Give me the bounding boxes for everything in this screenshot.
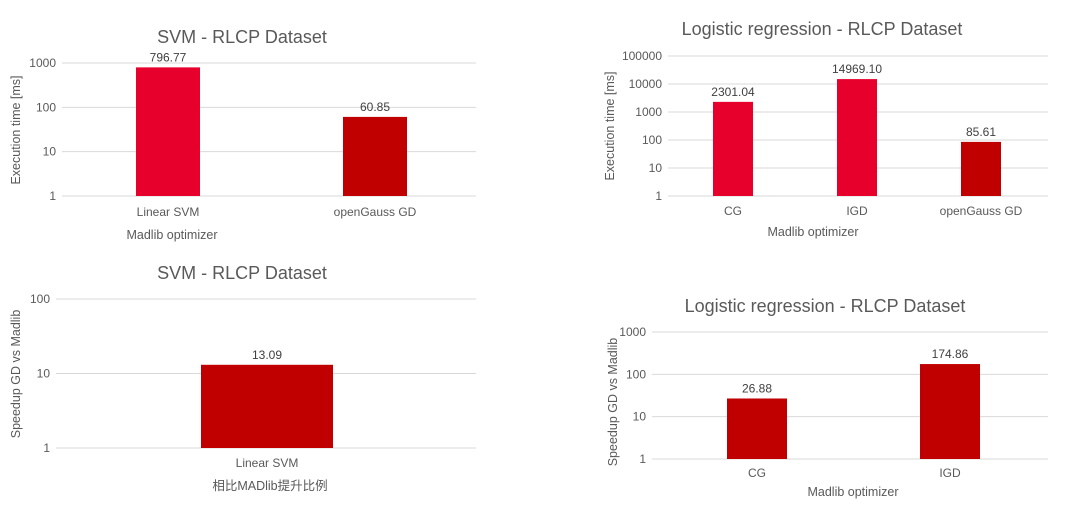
bar xyxy=(201,364,333,448)
bar xyxy=(136,67,200,196)
x-tick-label: CG xyxy=(748,466,766,480)
y-tick-label: 10000 xyxy=(629,77,663,91)
chart-title: SVM - RLCP Dataset xyxy=(157,27,327,47)
y-tick-label: 1 xyxy=(49,189,56,203)
bar xyxy=(713,101,753,196)
y-tick-label: 100000 xyxy=(622,49,662,63)
chart-title: Logistic regression - RLCP Dataset xyxy=(682,19,963,39)
y-tick-label: 100 xyxy=(626,367,646,381)
x-axis-label: 相比MADlib提升比例 xyxy=(212,478,327,493)
y-axis-label: Speedup GD vs Madlib xyxy=(606,338,620,467)
bar xyxy=(727,398,787,459)
bar xyxy=(920,364,980,459)
x-tick-label: openGauss GD xyxy=(940,204,1023,218)
y-tick-label: 1000 xyxy=(635,105,662,119)
y-tick-label: 1 xyxy=(655,189,662,203)
chart-2: Logistic regression - RLCP Dataset 1 10 100… xyxy=(603,19,1048,239)
bar xyxy=(343,116,407,196)
data-label: 60.85 xyxy=(360,100,390,114)
y-tick-label: 100 xyxy=(30,292,50,306)
y-tick-label: 10 xyxy=(649,161,663,175)
x-tick-label: Linear SVM xyxy=(137,205,200,219)
x-axis-label: Madlib optimizer xyxy=(807,485,898,499)
y-tick-label: 10 xyxy=(43,145,57,159)
data-label: 26.88 xyxy=(742,381,772,395)
chart-4: Logistic regression - RLCP Dataset 1 10 100… xyxy=(606,296,1048,499)
bar xyxy=(837,79,877,196)
data-label: 85.61 xyxy=(966,125,996,139)
y-axis-label: Execution time [ms] xyxy=(603,71,617,180)
x-axis-label: Madlib optimizer xyxy=(126,228,217,242)
y-tick-label: 10 xyxy=(37,367,51,381)
y-tick-label: 1000 xyxy=(619,325,646,339)
y-axis-label: Speedup GD vs Madlib xyxy=(9,310,23,439)
chart-1: SVM - RLCP Dataset 1 10 100 1000 796.77 Linear… xyxy=(9,27,476,242)
y-tick-label: 100 xyxy=(36,100,56,114)
data-label: 174.86 xyxy=(932,347,969,361)
data-label: 796.77 xyxy=(150,50,187,64)
data-label: 2301.04 xyxy=(711,85,755,99)
x-tick-label: IGD xyxy=(846,204,868,218)
x-axis-label: Madlib optimizer xyxy=(767,225,858,239)
x-tick-label: Linear SVM xyxy=(236,456,299,470)
bar xyxy=(961,141,1001,196)
x-tick-label: openGauss GD xyxy=(334,205,417,219)
y-axis-label: Execution time [ms] xyxy=(9,75,23,184)
y-tick-label: 1000 xyxy=(29,56,56,70)
y-tick-label: 1 xyxy=(43,441,50,455)
x-tick-label: CG xyxy=(724,204,742,218)
y-tick-label: 1 xyxy=(639,452,646,466)
y-tick-label: 100 xyxy=(642,133,662,147)
y-tick-label: 10 xyxy=(633,410,647,424)
chart-title: SVM - RLCP Dataset xyxy=(157,263,327,283)
chart-title: Logistic regression - RLCP Dataset xyxy=(685,296,966,316)
x-tick-label: IGD xyxy=(939,466,961,480)
data-label: 13.09 xyxy=(252,348,282,362)
chart-3: SVM - RLCP Dataset 1 10 100 13.09 Linear SVM 相… xyxy=(9,263,476,493)
data-label: 14969.10 xyxy=(832,62,882,76)
